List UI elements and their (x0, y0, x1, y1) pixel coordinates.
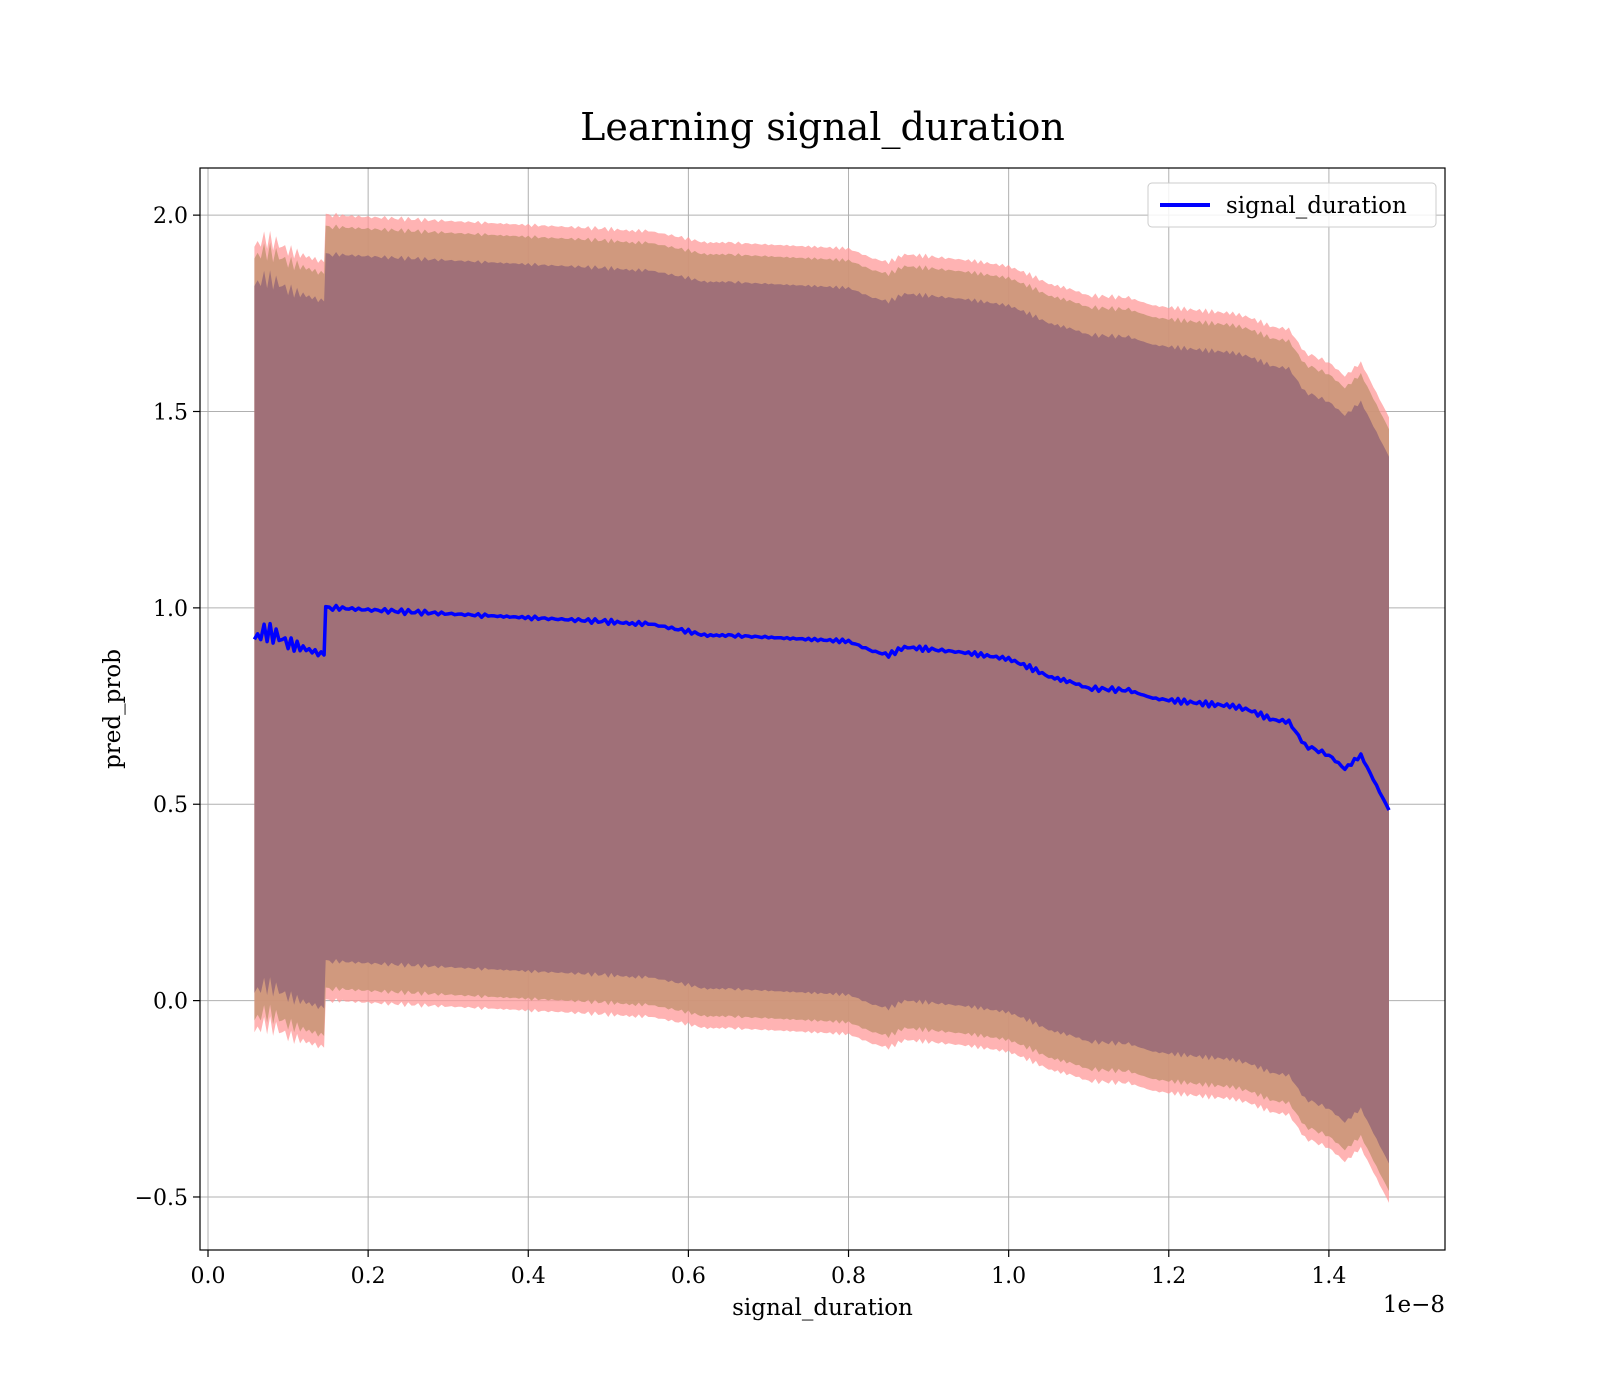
x-tick-label: 1.4 (1311, 1264, 1346, 1289)
x-tick-label: 0.6 (671, 1264, 706, 1289)
x-tick-label: 0.8 (831, 1264, 866, 1289)
y-tick-label: 1.5 (153, 400, 188, 425)
y-tick-label: 0.0 (153, 990, 188, 1015)
y-tick-label: −0.5 (135, 1186, 188, 1211)
y-axis-label: pred_prob (100, 649, 126, 769)
x-tick-label: 0.0 (191, 1264, 226, 1289)
x-axis-offset-label: 1e−8 (1383, 1292, 1445, 1318)
x-axis-ticks: 0.0 0.2 0.4 0.6 0.8 1.0 1.2 1.4 (191, 1250, 1346, 1289)
y-axis-ticks: −0.5 0.0 0.5 1.0 1.5 2.0 (135, 204, 200, 1211)
x-tick-label: 1.2 (1151, 1264, 1186, 1289)
plot-area-frame (199, 167, 1446, 1251)
legend-box (1147, 182, 1437, 228)
chart-title: Learning signal_duration (580, 105, 1065, 150)
y-tick-label: 2.0 (153, 204, 188, 229)
y-tick-label: 0.5 (153, 793, 188, 818)
legend-label: signal_duration (1226, 193, 1407, 219)
x-axis-label: signal_duration (732, 1295, 913, 1321)
x-tick-label: 0.4 (511, 1264, 546, 1289)
legend: signal_duration (1147, 182, 1437, 228)
confidence-bands (254, 212, 1389, 1203)
series-line-signal-duration (252, 603, 1391, 811)
series-lines (252, 603, 1391, 811)
band-inner (254, 252, 1389, 1164)
x-tick-label: 0.2 (351, 1264, 386, 1289)
y-tick-label: 1.0 (153, 597, 188, 622)
x-tick-label: 1.0 (991, 1264, 1026, 1289)
